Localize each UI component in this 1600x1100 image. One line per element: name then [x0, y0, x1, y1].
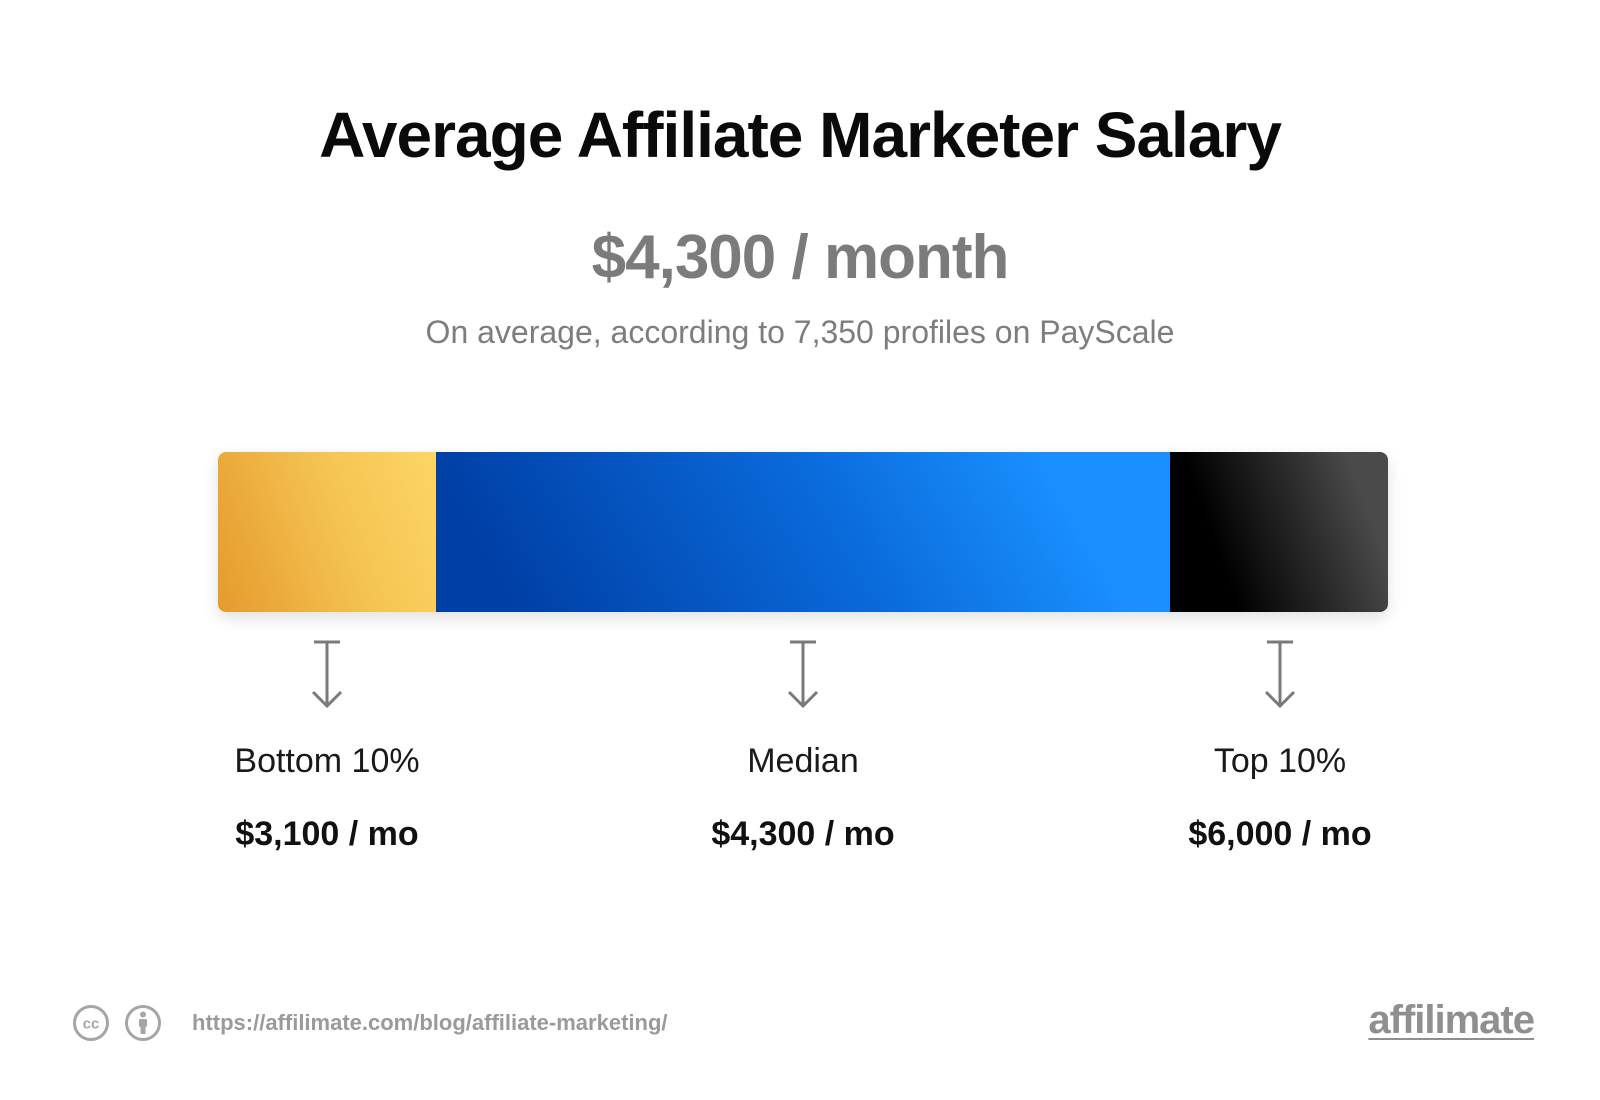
chart-title: Average Affiliate Marketer Salary: [319, 99, 1282, 171]
source-url[interactable]: https://affilimate.com/blog/affiliate-ma…: [192, 1010, 668, 1035]
marker-bottom-10: Bottom 10% $3,100 / mo: [127, 640, 527, 854]
footer: cc https://affilimate.com/blog/affiliate…: [72, 1003, 668, 1043]
marker-median: Median $4,300 / mo: [603, 640, 1003, 854]
segment-value: $3,100 / mo: [235, 815, 419, 853]
segment-label: Bottom 10%: [234, 742, 420, 780]
marker-top-10: Top 10% $6,000 / mo: [1080, 640, 1480, 854]
attribution-icon: [125, 1005, 161, 1041]
salary-range-bar: [218, 452, 1388, 612]
bar-segment-median: [435, 452, 1171, 612]
segment-value: $4,300 / mo: [711, 815, 895, 853]
creative-commons-icon: cc: [73, 1005, 109, 1041]
bar-segment-bottom-10: [218, 452, 436, 612]
svg-text:cc: cc: [83, 1016, 100, 1033]
segment-label: Top 10%: [1213, 742, 1347, 780]
arrow-down-icon: [787, 640, 819, 709]
arrow-down-icon: [1264, 640, 1296, 709]
chart-subtitle: On average, according to 7,350 profiles …: [425, 314, 1175, 350]
average-salary-headline: $4,300 / month: [591, 223, 1010, 292]
brand-logo: affilimate: [1368, 998, 1535, 1042]
segment-label: Median: [747, 742, 859, 780]
arrow-down-icon: [311, 640, 343, 709]
segment-value: $6,000 / mo: [1188, 815, 1372, 853]
bar-segment-top-10: [1170, 452, 1388, 612]
